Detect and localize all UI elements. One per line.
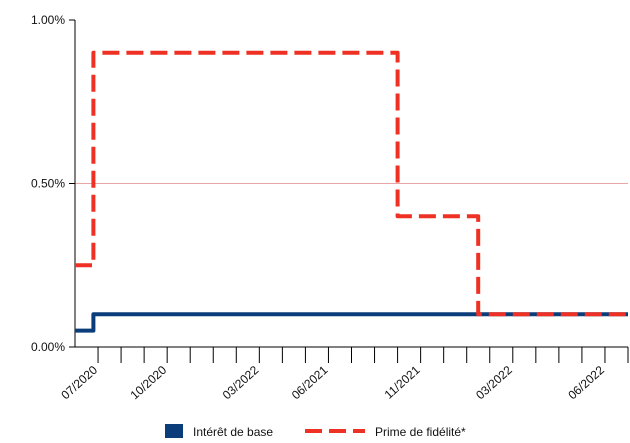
x-axis-ticks: 07/2020 10/2020 03/2022 06/2021 11/2021 03/20… <box>58 347 629 403</box>
y-tick-label: 0.50% <box>31 177 65 191</box>
legend-label-fidelity: Prime de fidélité* <box>375 425 466 439</box>
legend-label-base: Intérêt de base <box>193 425 273 439</box>
x-tick-label: 03/2022 <box>220 363 262 403</box>
series-line-prime-fidelite <box>75 50 628 317</box>
y-tick-label: 1.00% <box>31 13 65 27</box>
series-layer <box>75 50 628 333</box>
x-tick-label: 11/2021 <box>382 363 423 402</box>
x-tick-label: 06/2022 <box>565 363 607 403</box>
x-tick-label: 07/2020 <box>58 363 100 403</box>
x-tick-label: 06/2021 <box>289 363 331 403</box>
legend: Intérêt de base Prime de fidélité* <box>165 424 466 439</box>
x-tick-label: 10/2020 <box>128 363 170 403</box>
y-axis-ticks: 0.00% 0.50% 1.00% <box>31 13 75 354</box>
legend-swatch-base <box>165 424 183 438</box>
series-line-interet-base <box>75 312 628 333</box>
y-tick-label: 0.00% <box>31 340 65 354</box>
x-tick-label: 03/2022 <box>473 363 515 403</box>
